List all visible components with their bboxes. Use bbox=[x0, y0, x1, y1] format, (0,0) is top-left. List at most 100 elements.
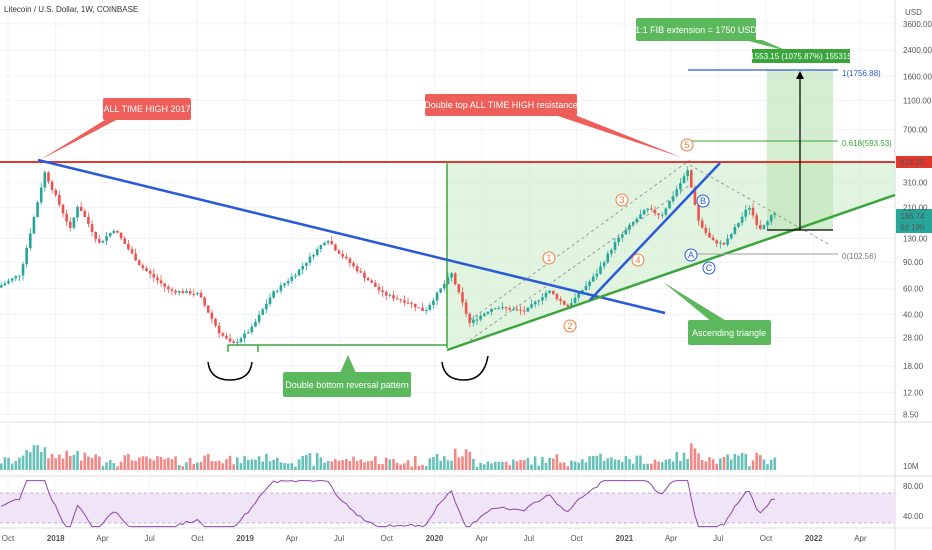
volume-bar bbox=[148, 458, 152, 470]
candle-body bbox=[581, 290, 584, 293]
wave-label: A bbox=[688, 250, 694, 260]
volume-bar bbox=[330, 461, 334, 470]
candle-body bbox=[697, 204, 700, 221]
candle-body bbox=[668, 201, 671, 209]
volume-bar bbox=[156, 456, 159, 470]
volume-bar bbox=[101, 466, 105, 470]
volume-bar bbox=[522, 459, 526, 470]
candle-body bbox=[722, 242, 726, 245]
volume-bar bbox=[381, 464, 384, 470]
volume-bar bbox=[76, 450, 79, 470]
volume-bar bbox=[254, 459, 257, 470]
volume-bar bbox=[206, 453, 210, 470]
measure-label-text: 1553.15 (1075.87%) 155315 bbox=[750, 52, 852, 61]
volume-bar bbox=[283, 463, 286, 470]
measure-label-box bbox=[752, 49, 850, 63]
candle-body bbox=[374, 282, 377, 287]
candle-body bbox=[76, 206, 79, 218]
candle-body bbox=[119, 232, 123, 239]
volume-bar bbox=[286, 463, 290, 470]
volume-bar bbox=[475, 466, 479, 470]
wave-label: 3 bbox=[619, 195, 624, 205]
candle-body bbox=[682, 176, 686, 184]
wave-circle bbox=[696, 194, 710, 208]
volume-bar bbox=[337, 460, 341, 470]
volume-bar bbox=[312, 465, 315, 470]
candle-body bbox=[726, 238, 729, 245]
candle-body bbox=[348, 258, 352, 264]
candle-body bbox=[344, 256, 348, 259]
candle-body bbox=[751, 207, 755, 216]
time-tick-label: Jul bbox=[524, 534, 534, 543]
candle-body bbox=[493, 308, 497, 310]
channel-lower bbox=[469, 184, 691, 341]
volume-bar bbox=[650, 463, 653, 470]
candle-body bbox=[504, 307, 508, 309]
volume-bar bbox=[443, 456, 446, 470]
candle-body bbox=[98, 239, 101, 243]
volume-bar bbox=[188, 457, 192, 470]
candle-body bbox=[196, 292, 199, 295]
candle-body bbox=[729, 234, 733, 239]
candle-body bbox=[323, 242, 326, 246]
volume-bar bbox=[116, 466, 119, 470]
time-tick-label: Apr bbox=[475, 534, 488, 543]
volume-bar bbox=[268, 461, 272, 470]
volume-bar bbox=[671, 461, 675, 470]
volume-bar bbox=[486, 461, 490, 470]
volume-bar bbox=[755, 452, 758, 470]
candle-body bbox=[584, 285, 588, 291]
volume-bar bbox=[36, 445, 39, 470]
volume-bar bbox=[602, 460, 606, 470]
volume-bar bbox=[544, 463, 548, 470]
volume-bar bbox=[363, 462, 366, 470]
candle-body bbox=[457, 284, 461, 293]
volume-bar bbox=[68, 455, 72, 470]
candle-body bbox=[773, 213, 777, 215]
volume-bar bbox=[693, 448, 697, 470]
candle-body bbox=[395, 298, 399, 300]
candle-body bbox=[559, 298, 562, 301]
candle-body bbox=[403, 300, 406, 303]
candle-body bbox=[755, 215, 758, 225]
volume-bar bbox=[79, 460, 83, 470]
volume-bar bbox=[123, 455, 127, 470]
candle-body bbox=[363, 272, 366, 279]
candle-body bbox=[123, 238, 127, 244]
volume-bar bbox=[366, 461, 370, 470]
candle-body bbox=[599, 266, 602, 274]
callout-triangle-box bbox=[688, 320, 771, 345]
candle-body bbox=[290, 276, 294, 281]
volume-bar bbox=[428, 458, 432, 470]
candle-body bbox=[617, 237, 620, 243]
volume-bar bbox=[653, 459, 657, 470]
volume-bar bbox=[90, 458, 94, 470]
resistance-price-text: 424.25 bbox=[900, 158, 925, 167]
candle-body bbox=[446, 277, 450, 284]
volume-bar bbox=[697, 453, 700, 470]
candle-body bbox=[134, 253, 137, 261]
candle-body bbox=[108, 233, 112, 237]
volume-bar bbox=[577, 462, 581, 470]
volume-bar bbox=[501, 461, 504, 470]
candle-body bbox=[334, 244, 337, 251]
candle-body bbox=[530, 304, 533, 308]
candle-body bbox=[210, 312, 214, 319]
candle-body bbox=[664, 208, 668, 215]
volume-bar bbox=[145, 456, 148, 470]
time-tick-label: Jul bbox=[713, 534, 723, 543]
price-tick-label: 40.00 bbox=[903, 311, 924, 320]
price-axis: USD 424.25 186.74 6d 19h 10M 80.00 40.00… bbox=[896, 8, 932, 521]
volume-bar bbox=[348, 461, 352, 470]
candle-body bbox=[675, 189, 679, 197]
candle-body bbox=[370, 280, 373, 283]
rsi-band bbox=[0, 493, 895, 523]
candle-body bbox=[588, 281, 591, 286]
volume-bar bbox=[265, 453, 268, 470]
candle-body bbox=[275, 290, 279, 292]
current-price-text: 186.74 bbox=[900, 212, 925, 221]
candle-body bbox=[305, 262, 308, 266]
volume-bar bbox=[686, 458, 689, 470]
volume-bar bbox=[526, 457, 530, 470]
